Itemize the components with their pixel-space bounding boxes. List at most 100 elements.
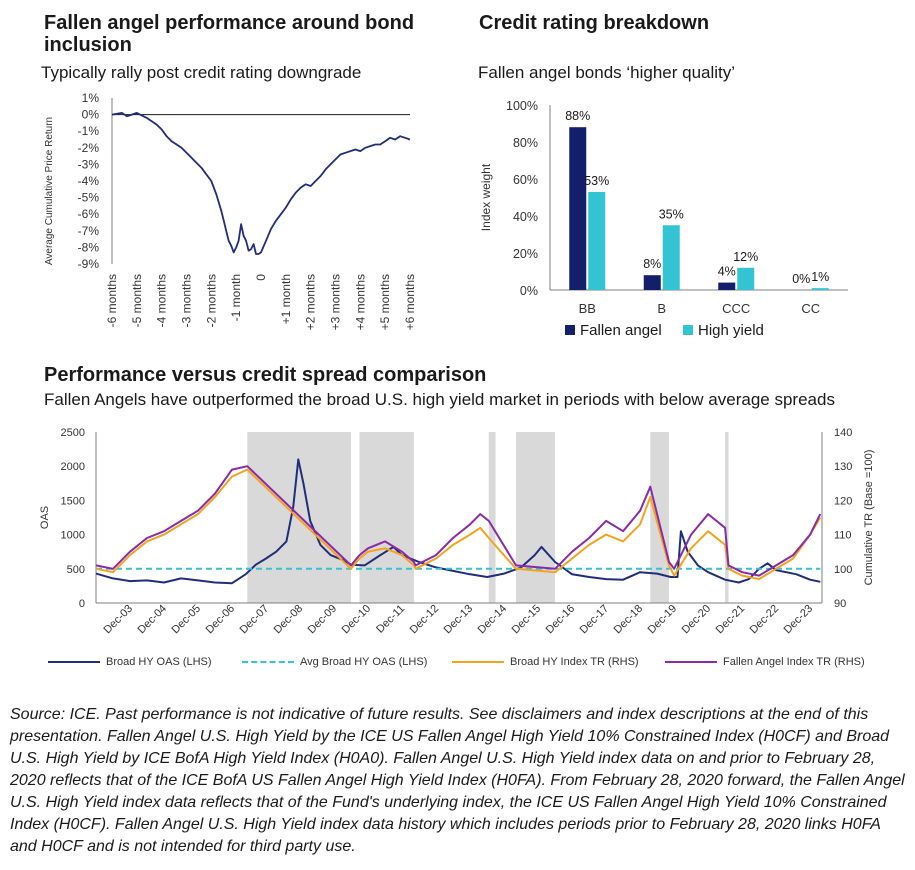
y-tick-label: -1% <box>78 124 100 138</box>
legend-broad-hy-tr: Broad HY Index TR (RHS) <box>452 656 639 668</box>
legend-label: Fallen Angel Index TR (RHS) <box>723 656 865 668</box>
x-tick-label: Dec-08 <box>272 603 306 637</box>
bar-value-label: 53% <box>584 174 609 188</box>
panel3-title: Performance versus credit spread compari… <box>44 364 487 386</box>
y-tick-label: 80% <box>513 136 538 150</box>
shaded-period <box>359 432 414 603</box>
x-tick-label: Dec-03 <box>102 603 136 637</box>
x-tick-label: Dec-23 <box>782 603 816 637</box>
y2-tick-label: 130 <box>834 461 852 473</box>
x-tick-label: Dec-05 <box>170 603 204 637</box>
legend-avg-broad-hy-oas: Avg Broad HY OAS (LHS) <box>242 656 427 668</box>
x-tick-label: Dec-11 <box>374 603 407 636</box>
y-tick-label: -4% <box>78 174 100 188</box>
series-line-fallen-angel-index-tr-rhs <box>95 465 822 577</box>
y-tick-label: 60% <box>513 173 538 187</box>
bar-fallen-angel <box>718 282 736 290</box>
y-axis-label: Index weight <box>479 163 493 231</box>
y-tick-label: 20% <box>513 247 538 261</box>
bar-high-yield <box>588 191 606 290</box>
bar-value-label: 1% <box>811 270 829 284</box>
panel1-subtitle: Typically rally post credit rating downg… <box>41 63 362 82</box>
x-tick-label: -5 months <box>130 274 144 327</box>
x-tick-label: 0 <box>254 274 268 281</box>
x-tick-label: -1 month <box>229 274 243 321</box>
legend-label: Avg Broad HY OAS (LHS) <box>300 656 428 668</box>
y2-tick-label: 90 <box>834 598 846 610</box>
x-tick-label: -6 months <box>105 274 119 327</box>
x-tick-label: -4 months <box>155 274 169 327</box>
legend-swatch-fallen-angel <box>565 325 575 335</box>
legend-swatch-high-yield <box>683 325 693 335</box>
x-tick-label: Dec-06 <box>204 603 238 637</box>
y-tick-label: -9% <box>78 257 100 271</box>
x-tick-label: +4 months <box>353 274 367 330</box>
bar-value-label: 0% <box>792 272 810 286</box>
y-tick-label: 2500 <box>61 427 85 439</box>
x-tick-label: Dec-21 <box>714 603 748 637</box>
y-tick-label: 100% <box>506 99 538 113</box>
bar-fallen-angel <box>643 275 661 290</box>
y-tick-label: -3% <box>78 157 100 171</box>
y2-tick-label: 100 <box>834 564 852 576</box>
series-line-broad-hy-oas-lhs <box>95 458 821 585</box>
y-tick-label: -8% <box>78 240 100 254</box>
x-tick-label: Dec-14 <box>476 603 510 637</box>
shaded-period <box>725 432 729 603</box>
y-tick-label: -7% <box>78 224 100 238</box>
x-tick-label: Dec-20 <box>680 603 714 637</box>
y-tick-label: 0 <box>79 598 85 610</box>
bar-high-yield <box>662 225 680 290</box>
x-tick-label: +5 months <box>378 274 392 330</box>
legend-label: Broad HY Index TR (RHS) <box>510 656 639 668</box>
shaded-period <box>488 432 496 603</box>
category-label: BB <box>579 301 596 316</box>
y2-tick-label: 120 <box>834 495 852 507</box>
x-tick-label: Dec-19 <box>646 603 680 637</box>
y-tick-label: 1% <box>82 91 100 105</box>
shaded-period <box>515 432 556 603</box>
x-tick-label: Dec-07 <box>238 603 272 637</box>
legend-broad-hy-oas: Broad HY OAS (LHS) <box>48 656 212 668</box>
category-label: CC <box>801 301 820 316</box>
y2-tick-label: 140 <box>834 427 852 439</box>
legend-label: Broad HY OAS (LHS) <box>106 656 212 668</box>
bar-fallen-angel <box>569 127 587 290</box>
panel3-subtitle: Fallen Angels have outperformed the broa… <box>44 390 835 409</box>
y-tick-label: 40% <box>513 210 538 224</box>
x-tick-label: +6 months <box>403 274 417 330</box>
bar-high-yield <box>811 288 829 290</box>
spread-comparison-chart: 0 500 1000 1500 2000 2500 90 100 110 120 130 140 OAS… <box>39 427 875 637</box>
y-tick-label: -6% <box>78 207 100 221</box>
shaded-period <box>247 432 352 603</box>
x-tick-label: Dec-18 <box>612 603 646 637</box>
x-tick-label: Dec-15 <box>510 603 544 637</box>
panel2-subtitle: Fallen angel bonds ‘higher quality’ <box>478 63 736 82</box>
bar-value-label: 4% <box>718 265 736 279</box>
legend-label-high-yield: High yield <box>698 322 764 339</box>
y-tick-label: 2000 <box>61 461 85 473</box>
x-tick-label: Dec-22 <box>748 603 782 637</box>
x-tick-label: -3 months <box>180 274 194 327</box>
legend-swatch <box>48 661 100 663</box>
x-tick-label: +2 months <box>304 274 318 330</box>
x-tick-label: -2 months <box>204 274 218 327</box>
x-tick-label: Dec-13 <box>442 603 476 637</box>
y-tick-label: -5% <box>78 191 100 205</box>
x-tick-label: +1 month <box>279 274 293 324</box>
y-tick-label: 1000 <box>61 530 85 542</box>
y-tick-label: 0% <box>520 284 538 298</box>
bar-high-yield <box>737 267 755 290</box>
panel2-title: Credit rating breakdown <box>479 12 710 34</box>
y-axis-label: Average Cumulative Price Return <box>44 117 55 265</box>
shaded-period <box>650 432 669 603</box>
return-series-line <box>111 111 411 255</box>
bar-value-label: 12% <box>733 250 758 264</box>
series-line-broad-hy-index-tr-rhs <box>95 468 822 581</box>
x-tick-label: Dec-12 <box>408 603 442 637</box>
x-tick-label: Dec-04 <box>136 603 170 637</box>
y2-tick-label: 110 <box>834 530 852 542</box>
cumulative-return-chart: 1% 0% -1% -2% -3% -4% -5% -6% -7% -8% -9% -6 months… <box>44 91 417 330</box>
y-tick-label: -2% <box>78 141 100 155</box>
y-tick-label: 500 <box>67 564 85 576</box>
